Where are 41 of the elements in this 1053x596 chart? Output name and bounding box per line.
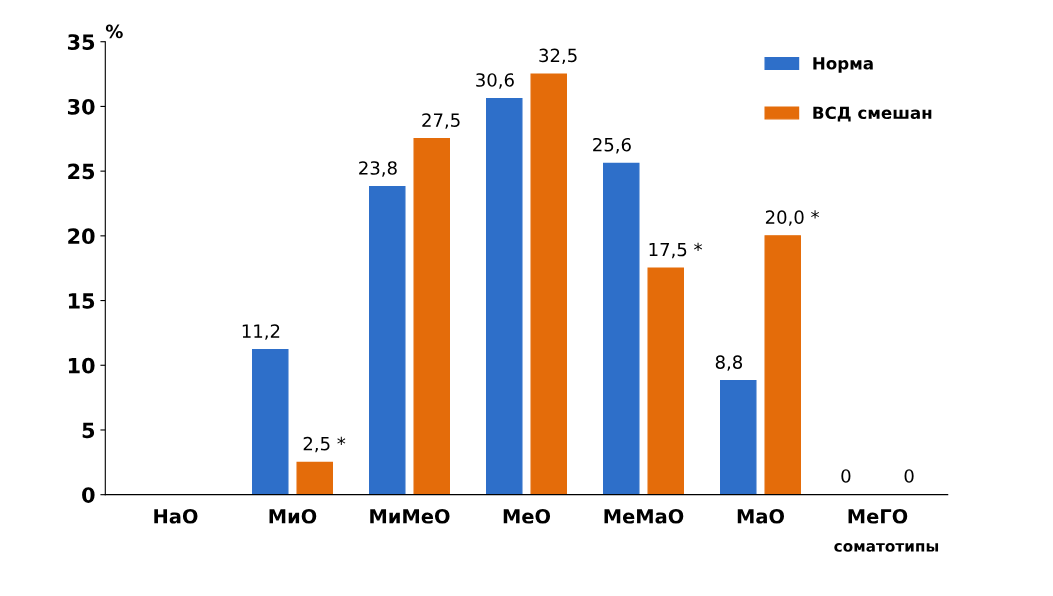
- data-label: 11,2: [242, 324, 280, 340]
- bar: [296, 461, 333, 495]
- data-label: 8,8: [715, 355, 743, 371]
- y-tick-label: 30: [67, 98, 95, 115]
- x-tick-label: МеО: [503, 508, 551, 524]
- legend-label: Норма: [813, 57, 873, 73]
- bar: [486, 97, 523, 495]
- bar: [530, 73, 567, 495]
- y-tick-label: 10: [68, 357, 95, 374]
- bar: [720, 380, 757, 495]
- data-label: 25,6: [593, 137, 631, 154]
- bar: [413, 138, 450, 495]
- bar: [764, 235, 801, 495]
- data-label: 0: [904, 469, 914, 483]
- data-label: 2,5 *: [303, 436, 346, 453]
- x-tick-label: МиО: [269, 508, 317, 524]
- x-tick-label: МаО: [737, 508, 785, 524]
- data-label: 23,8: [359, 161, 397, 177]
- bar: [647, 267, 684, 495]
- y-tick-label: 35: [67, 34, 95, 50]
- y-tick-label: 25: [68, 163, 95, 180]
- x-tick-label: МеГО: [848, 508, 908, 524]
- data-label: 30,6: [476, 73, 514, 89]
- y-tick-label: 15: [68, 293, 95, 309]
- y-tick-label: 5: [82, 422, 95, 439]
- x-tick-label: МиМеО: [370, 508, 450, 524]
- x-axis-title: соматотипы: [834, 543, 939, 552]
- y-tick-label: 20: [68, 228, 95, 245]
- bar: [369, 185, 406, 495]
- data-label: 27,5: [422, 113, 460, 129]
- x-tick-label: МеМаО: [604, 508, 684, 524]
- legend-label: ВСД смешан: [813, 106, 932, 122]
- bar: [252, 349, 289, 495]
- data-label: 17,5 *: [649, 242, 703, 259]
- bar: [603, 162, 640, 495]
- y-tick-label: 0: [82, 487, 95, 503]
- data-label: 20,0 *: [765, 210, 820, 226]
- x-tick-label: НаО: [154, 508, 198, 524]
- y-axis-title: %: [105, 24, 123, 39]
- data-label: 0: [841, 469, 851, 483]
- data-label: 32,5: [539, 48, 577, 65]
